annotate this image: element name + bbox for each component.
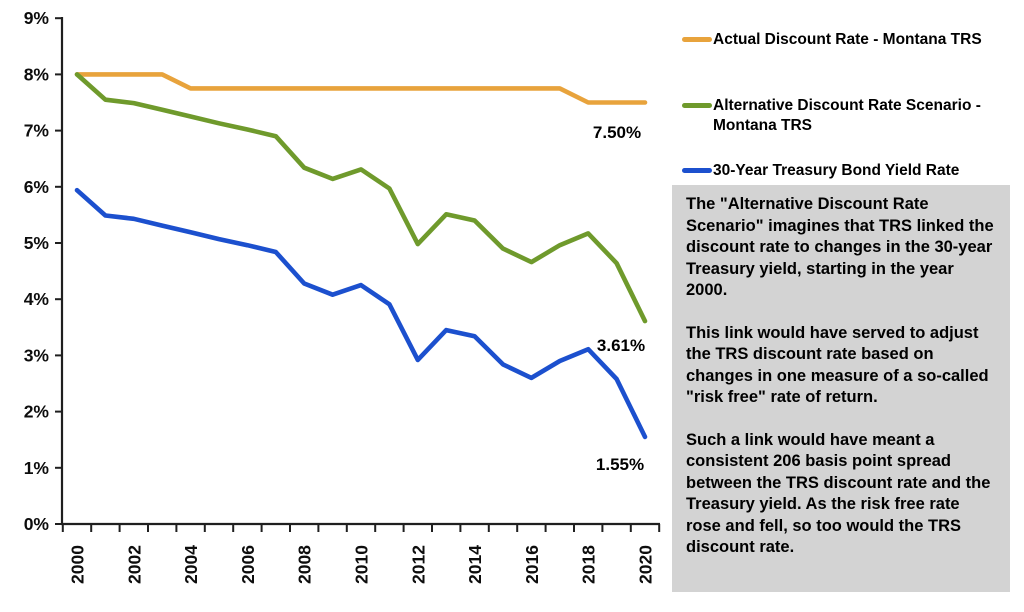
x-tick-label: 2004 xyxy=(181,545,201,584)
x-tick-label: 2020 xyxy=(636,545,656,584)
value-label: 7.50% xyxy=(593,123,641,142)
annotation-paragraph-3: Such a link would have meant a consisten… xyxy=(686,430,991,557)
value-label: 1.55% xyxy=(596,455,644,474)
y-tick-label: 5% xyxy=(24,233,50,253)
discount-rate-line-chart: 0% 1% 2% 3% 4% 5% 6% 7% 8% 9% 2000 2002 2004 2006 2008… xyxy=(24,8,661,584)
y-tick-label: 1% xyxy=(24,458,50,478)
y-tick-label: 6% xyxy=(24,177,50,197)
legend-label-actual-discount-rate: Actual Discount Rate - Montana TRS xyxy=(713,31,982,48)
legend-item-actual-discount-rate: Actual Discount Rate - Montana TRS xyxy=(682,30,1012,50)
y-tick-label: 7% xyxy=(24,121,50,141)
legend-label-treasury-yield: 30-Year Treasury Bond Yield Rate xyxy=(713,162,960,179)
annotation-text-box: The "Alternative Discount Rate Scenario"… xyxy=(672,185,1010,592)
series-line-alternative-scenario xyxy=(74,72,648,324)
legend-label-alternative-scenario: Alternative Discount Rate Scenario - Mon… xyxy=(713,97,981,134)
x-tick-label: 2018 xyxy=(579,545,599,584)
series-line-treasury-yield xyxy=(74,187,648,440)
value-label: 3.61% xyxy=(597,336,645,355)
legend-item-alternative-scenario: Alternative Discount Rate Scenario - Mon… xyxy=(682,96,1012,136)
legend-swatch-green xyxy=(682,103,712,108)
y-tick-label: 0% xyxy=(24,514,50,534)
x-tick-label: 2016 xyxy=(522,545,542,584)
legend-swatch-blue xyxy=(682,168,712,173)
legend-item-treasury-yield: 30-Year Treasury Bond Yield Rate xyxy=(682,161,1012,181)
y-tick-label: 3% xyxy=(24,345,50,365)
x-tick-label: 2014 xyxy=(465,545,485,584)
y-tick-label: 8% xyxy=(24,64,50,84)
y-tick-label: 9% xyxy=(24,8,50,28)
x-tick-label: 2000 xyxy=(68,545,88,584)
chart-svg: 0% 1% 2% 3% 4% 5% 6% 7% 8% 9% 2000 2002 2004 2006 2008… xyxy=(24,8,661,584)
x-tick-label: 2006 xyxy=(238,545,258,584)
y-tick-label: 4% xyxy=(24,289,50,309)
legend-swatch-orange xyxy=(682,37,712,42)
x-tick-label: 2010 xyxy=(352,545,372,584)
x-tick-label: 2002 xyxy=(124,545,144,584)
chart-right-column: Actual Discount Rate - Montana TRS Alter… xyxy=(670,0,1024,607)
x-tick-label: 2012 xyxy=(408,545,428,584)
annotation-paragraph-2: This link would have served to adjust th… xyxy=(686,323,989,407)
y-tick-label: 2% xyxy=(24,402,50,422)
annotation-paragraph-1: The "Alternative Discount Rate Scenario"… xyxy=(686,195,994,299)
x-tick-label: 2008 xyxy=(295,545,315,584)
series-line-actual-discount-rate xyxy=(74,72,648,105)
